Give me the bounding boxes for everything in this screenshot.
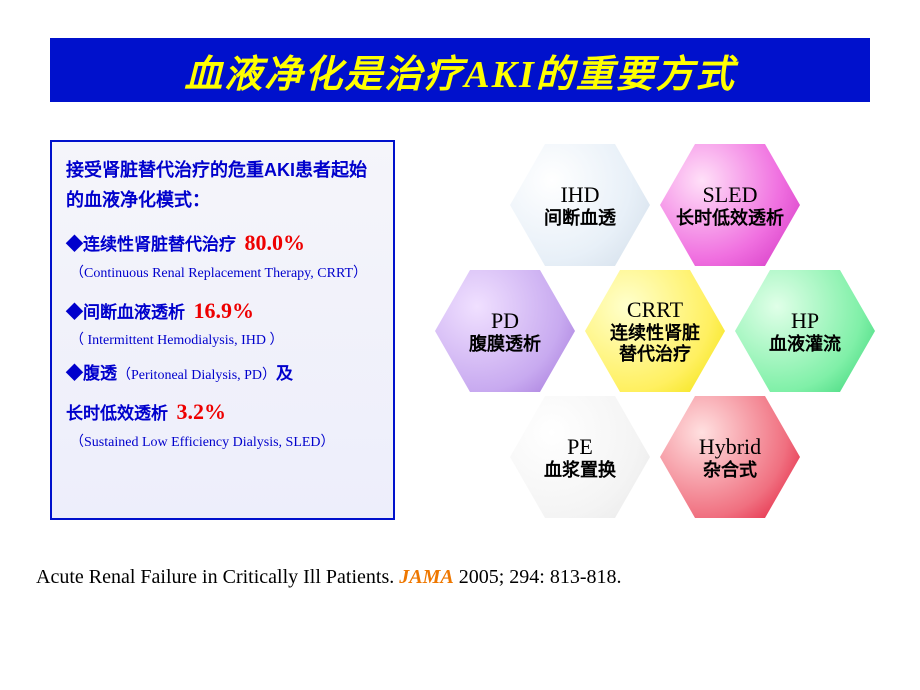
tail-label: 长时低效透析 <box>66 404 168 423</box>
hex-ihd: IHD 间断血透 <box>510 144 650 266</box>
info-box: 接受肾脏替代治疗的危重AKI患者起始的血液净化模式： ◆连续性肾脏替代治疗 80… <box>50 140 395 520</box>
info-item-pd-sled: ◆腹透（Peritoneal Dialysis, PD）及 长时低效透析 3.2… <box>66 360 381 453</box>
page-title: 血液净化是治疗AKI的重要方式 <box>184 43 735 98</box>
bullet-label: ◆连续性肾脏替代治疗 <box>66 235 236 254</box>
sub-ihd: （ Intermittent Hemodialysis, IHD ） <box>70 329 381 352</box>
bullet-label: ◆间断血液透析 <box>66 303 185 322</box>
hex-hp: HP 血液灌流 <box>735 270 875 392</box>
info-item-ihd: ◆间断血液透析 16.9% （ Intermittent Hemodialysi… <box>66 293 381 352</box>
pct-ihd: 16.9% <box>194 298 255 323</box>
hex-crrt: CRRT 连续性肾脏 替代治疗 <box>585 270 725 392</box>
sub-sled: （Sustained Low Efficiency Dialysis, SLED… <box>70 431 381 454</box>
citation-post: 2005; 294: 813-818. <box>454 566 622 588</box>
citation: Acute Renal Failure in Critically Ill Pa… <box>36 566 622 589</box>
sub-crrt: （Continuous Renal Replacement Therapy, C… <box>70 262 381 285</box>
title-bar: 血液净化是治疗AKI的重要方式 <box>50 38 870 102</box>
hexagon-diagram: IHD 间断血透 SLED 长时低效透析 PD 腹膜透析 CRRT 连续性肾脏 … <box>428 140 884 520</box>
pct-crrt: 80.0% <box>245 230 306 255</box>
citation-journal: JAMA <box>399 566 453 588</box>
hex-pd: PD 腹膜透析 <box>435 270 575 392</box>
hex-pe: PE 血浆置换 <box>510 396 650 518</box>
info-item-crrt: ◆连续性肾脏替代治疗 80.0% （Continuous Renal Repla… <box>66 225 381 284</box>
info-heading: 接受肾脏替代治疗的危重AKI患者起始的血液净化模式： <box>66 156 381 215</box>
bullet-label: ◆腹透 <box>66 364 117 383</box>
pct-pdsled: 3.2% <box>177 399 227 424</box>
hex-hybrid: Hybrid 杂合式 <box>660 396 800 518</box>
hex-sled: SLED 长时低效透析 <box>660 144 800 266</box>
citation-pre: Acute Renal Failure in Critically Ill Pa… <box>36 566 399 588</box>
